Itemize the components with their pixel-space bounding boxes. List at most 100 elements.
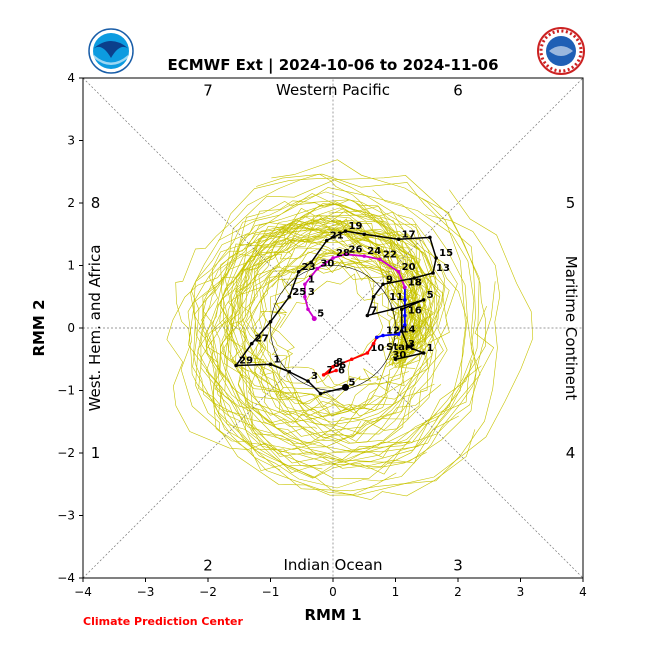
- series-point: [234, 363, 238, 368]
- point-label: 1: [274, 354, 281, 365]
- ensemble-member-line: [266, 252, 403, 390]
- point-label: 12: [386, 326, 400, 337]
- series-point: [399, 307, 404, 312]
- y-tick-label: −1: [57, 384, 75, 398]
- ensemble-member-line: [218, 219, 435, 464]
- phase-number-7: 7: [203, 82, 213, 100]
- series-point: [268, 362, 273, 367]
- point-label: 1: [427, 343, 434, 354]
- y-axis-label: RMM 2: [30, 299, 48, 356]
- inline-label: 6: [338, 366, 345, 377]
- x-tick-label: −3: [137, 585, 155, 599]
- x-tick-label: 2: [454, 585, 462, 599]
- series-point: [331, 364, 335, 369]
- region-label-left: West. Hem. and Africa: [86, 245, 104, 412]
- series-point: [378, 257, 382, 262]
- observed-end-marker: [311, 316, 317, 322]
- series-point: [334, 368, 338, 373]
- point-label: 30: [320, 259, 334, 270]
- series-point: [381, 333, 385, 338]
- series-point: [306, 307, 310, 312]
- series-point: [321, 373, 326, 377]
- ensemble-member-line: [222, 175, 480, 462]
- series-point: [343, 229, 348, 233]
- series-point: [390, 307, 395, 312]
- inline-label: 11: [389, 292, 403, 303]
- point-label: 29: [239, 356, 253, 367]
- ensemble-member-line: [198, 214, 437, 473]
- phase-number-3: 3: [453, 557, 463, 575]
- ensemble-member-line: [249, 242, 416, 412]
- point-label: 7: [370, 306, 377, 317]
- diagonal-line: [82, 77, 584, 579]
- region-label-top: Western Pacific: [276, 81, 390, 99]
- x-tick-label: 0: [329, 585, 337, 599]
- y-tick-label: −4: [57, 571, 75, 585]
- x-tick-label: 4: [579, 585, 587, 599]
- inline-label: Start: [386, 342, 415, 353]
- series-point: [371, 294, 376, 299]
- series-observed_segment_1: 678 10: [321, 335, 384, 377]
- series-point: [362, 232, 367, 237]
- ensemble-member-line: [188, 208, 472, 479]
- phase-number-4: 4: [566, 444, 576, 462]
- inline-label: 8: [333, 359, 340, 370]
- phase-number-2: 2: [203, 557, 213, 575]
- footer-credit: Climate Prediction Center: [83, 615, 243, 628]
- point-label: 3: [308, 287, 315, 298]
- series-point: [421, 298, 426, 302]
- series-point: [406, 344, 410, 349]
- phase-number-1: 1: [91, 444, 101, 462]
- series-point: [303, 282, 307, 287]
- phase-number-8: 8: [91, 194, 101, 212]
- x-tick-label: 3: [517, 585, 525, 599]
- series-point: [343, 252, 348, 257]
- ensemble-member-line: [241, 226, 448, 434]
- y-tick-label: −3: [57, 509, 75, 523]
- chart-title: ECMWF Ext | 2024-10-06 to 2024-11-06: [167, 56, 499, 74]
- series-point: [287, 369, 292, 374]
- point-label: 28: [336, 248, 350, 259]
- y-tick-label: 0: [67, 321, 75, 335]
- series-point: [412, 276, 417, 280]
- point-label: 6: [339, 361, 346, 372]
- series-point: [396, 332, 401, 337]
- point-label: 10: [370, 343, 384, 354]
- point-label: 13: [436, 263, 450, 274]
- point-label: 24: [367, 246, 381, 257]
- noaa-logo: [88, 28, 134, 74]
- series-point: [381, 282, 385, 287]
- phase-number-6: 6: [453, 82, 463, 100]
- point-label: 17: [402, 229, 416, 240]
- ensemble-member-line: [221, 203, 432, 439]
- point-label: 16: [408, 306, 422, 317]
- phase-number-5: 5: [566, 194, 576, 212]
- series-point: [268, 319, 273, 324]
- point-label: 15: [439, 248, 453, 259]
- series-point: [349, 357, 354, 362]
- forecast-end-marker: [342, 383, 349, 391]
- point-label: 18: [408, 277, 422, 288]
- series-point: [324, 238, 329, 243]
- series-point: [303, 294, 307, 299]
- inline-label: 3: [408, 339, 415, 350]
- series-point: [365, 313, 370, 318]
- point-label: 7: [327, 365, 334, 376]
- series-point: [306, 379, 310, 383]
- point-label: 20: [402, 262, 416, 273]
- series-point: [428, 235, 432, 240]
- ensemble-member-line: [193, 187, 473, 467]
- point-label: 3: [311, 371, 318, 382]
- series-point: [331, 256, 335, 260]
- point-label: 14: [402, 324, 416, 335]
- ensemble-member-line: [223, 159, 467, 452]
- point-label: 5: [349, 377, 356, 388]
- series-point: [318, 391, 323, 396]
- ensemble-member-line: [175, 173, 414, 471]
- ensemble-member-line: [190, 177, 496, 489]
- ensemble-member-line: [268, 250, 405, 387]
- ensemble-member-line: [166, 216, 459, 469]
